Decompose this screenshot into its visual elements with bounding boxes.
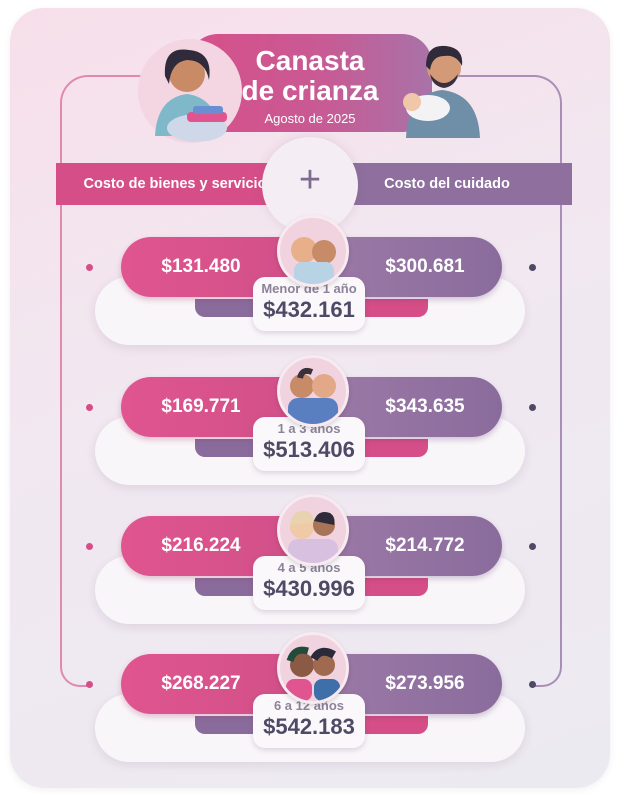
title-line-2: de crianza — [241, 75, 379, 106]
right-connector-line — [532, 205, 562, 687]
date-subtitle: Agosto de 2025 — [264, 111, 356, 126]
total-value: $430.996 — [263, 576, 355, 601]
toddlers-icon — [277, 355, 349, 427]
total-value: $513.406 — [263, 437, 355, 462]
row-ribbon-left — [195, 299, 270, 317]
care-cost-header: Costo del cuidado — [322, 163, 572, 205]
connector-dot-left — [86, 404, 93, 411]
connector-dot-left — [86, 543, 93, 550]
total-value: $432.161 — [263, 297, 355, 322]
row-ribbon-right — [350, 439, 428, 457]
goods-services-header: Costo de bienes y servicios — [56, 163, 302, 205]
connector-dot-left — [86, 681, 93, 688]
age-label: 6 a 12 años — [273, 698, 345, 713]
age-row-infant: $131.480 $300.681 Menor de 1 año $432.16… — [0, 215, 622, 357]
connector-dot-right — [529, 404, 536, 411]
row-ribbon-left — [195, 716, 270, 734]
goods-value: $268.227 — [161, 673, 241, 694]
row-ribbon-right — [350, 716, 428, 734]
babies-icon — [277, 215, 349, 287]
preschoolers-icon — [277, 494, 349, 566]
care-value: $214.772 — [385, 535, 465, 556]
father-holding-baby-icon — [403, 45, 480, 138]
goods-value: $169.771 — [161, 396, 241, 417]
goods-value: $216.224 — [161, 535, 241, 556]
plus-icon: + — [298, 159, 322, 201]
total-value: $542.183 — [263, 714, 355, 739]
left-connector-line — [60, 205, 90, 687]
row-ribbon-left — [195, 578, 270, 596]
age-row-4-5: $216.224 $214.772 4 a 5 años $430.996 — [0, 494, 622, 636]
age-row-6-12: $268.227 $273.956 6 a 12 años $542.183 — [0, 632, 622, 774]
school-children-icon — [277, 632, 349, 704]
age-row-1-3: $169.771 $343.635 1 a 3 años $513.406 — [0, 355, 622, 497]
connector-dot-right — [529, 264, 536, 271]
care-value: $343.635 — [385, 396, 465, 417]
care-value: $300.681 — [385, 256, 465, 277]
total-box: Menor de 1 año $432.161 — [253, 277, 365, 331]
connector-dot-right — [529, 543, 536, 550]
care-value: $273.956 — [385, 673, 465, 694]
row-ribbon-right — [350, 299, 428, 317]
row-ribbon-right — [350, 578, 428, 596]
row-ribbon-left — [195, 439, 270, 457]
goods-value: $131.480 — [161, 256, 241, 277]
connector-dot-left — [86, 264, 93, 271]
connector-dot-right — [529, 681, 536, 688]
title-line-1: Canasta — [255, 45, 365, 76]
age-label: Menor de 1 año — [261, 281, 357, 296]
mother-with-laundry-icon — [138, 39, 242, 143]
